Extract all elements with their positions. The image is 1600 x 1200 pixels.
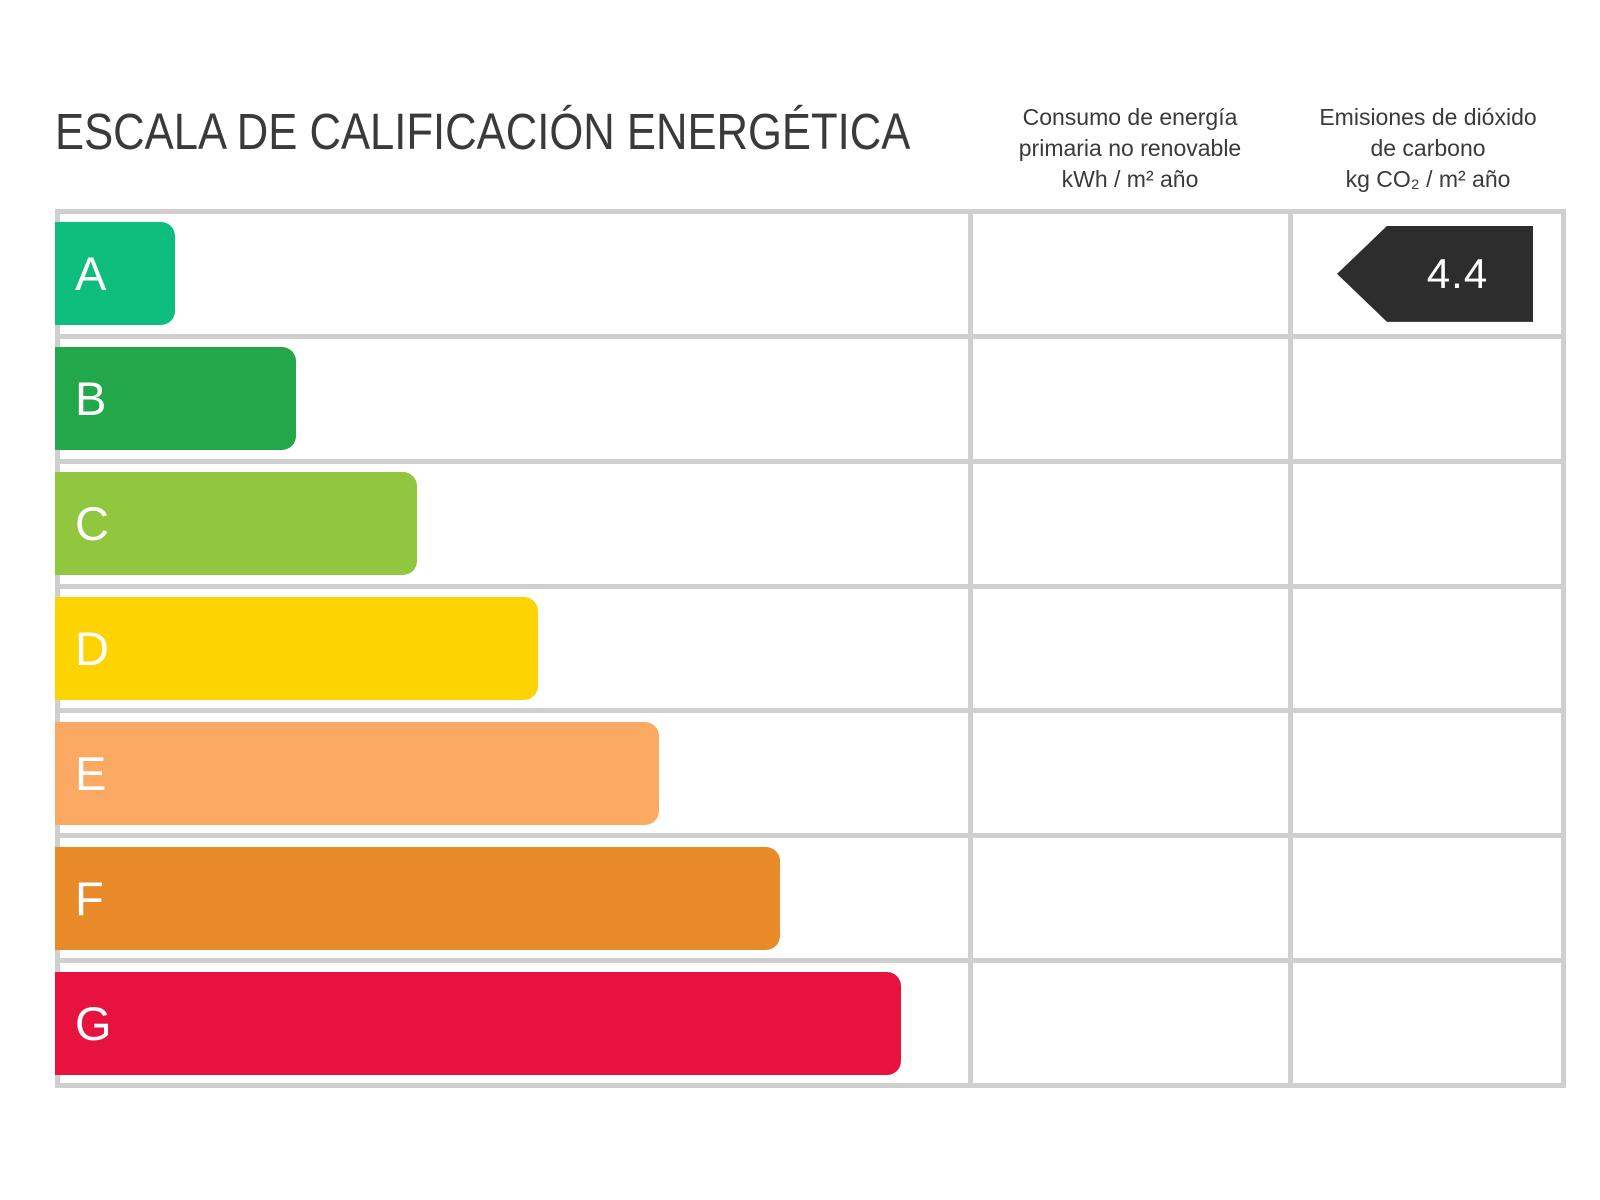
rating-letter: G	[75, 996, 112, 1050]
consumption-cell	[973, 338, 1288, 459]
consumption-cell	[973, 838, 1288, 959]
rating-bar-cell: C	[55, 463, 968, 584]
emissions-cell	[1293, 338, 1561, 459]
rating-bar: F	[55, 846, 780, 950]
rating-row-f: F	[55, 838, 1561, 959]
consumption-cell	[973, 963, 1288, 1083]
rating-bar-cell: D	[55, 588, 968, 709]
rating-row-c: C	[55, 463, 1561, 584]
consumption-cell	[973, 588, 1288, 709]
emissions-cell	[1293, 588, 1561, 709]
rating-row-g: G	[55, 963, 1561, 1083]
rating-letter: A	[75, 247, 107, 301]
column-header-emissions: Emisiones de dióxido de carbono kg CO₂ /…	[1278, 102, 1578, 195]
rating-letter: F	[75, 871, 104, 925]
consumption-cell	[973, 463, 1288, 584]
consumption-header-line: Consumo de energía	[1022, 104, 1238, 130]
rating-letter: D	[75, 621, 109, 675]
rating-letter: E	[75, 746, 107, 800]
rating-row-e: E	[55, 713, 1561, 834]
rating-bar-cell: B	[55, 338, 968, 459]
rating-letter: B	[75, 372, 107, 426]
consumption-cell	[973, 214, 1288, 334]
rating-bar-cell: F	[55, 838, 968, 959]
emissions-cell	[1293, 963, 1561, 1083]
rating-bar-cell: G	[55, 963, 968, 1083]
rating-bar: C	[55, 472, 417, 576]
emissions-cell: 4.4	[1293, 214, 1561, 334]
emissions-value: 4.4	[1426, 249, 1489, 297]
consumption-header-line: kWh / m² año	[1061, 166, 1199, 192]
emissions-value-marker: 4.4	[1337, 225, 1533, 322]
page-title: ESCALA DE CALIFICACIÓN ENERGÉTICA	[55, 103, 911, 160]
rating-row-d: D	[55, 588, 1561, 709]
rating-row-a: A 4.4	[55, 214, 1561, 334]
rating-row-b: B	[55, 338, 1561, 459]
rating-bar: G	[55, 971, 901, 1075]
rating-bar: D	[55, 596, 538, 700]
emissions-header-line: Emisiones de dióxido	[1319, 104, 1537, 130]
rating-letter: C	[75, 497, 109, 551]
emissions-header-line: kg CO₂ / m² año	[1345, 166, 1511, 192]
rating-bar-cell: E	[55, 713, 968, 834]
rating-bar: A	[55, 222, 175, 326]
emissions-cell	[1293, 838, 1561, 959]
consumption-cell	[973, 713, 1288, 834]
column-header-consumption: Consumo de energía primaria no renovable…	[958, 102, 1302, 195]
rating-table: A 4.4 B C	[55, 209, 1566, 1088]
rating-bar: B	[55, 347, 296, 451]
rating-bar: E	[55, 721, 659, 825]
rating-bar-cell: A	[55, 214, 968, 334]
consumption-header-line: primaria no renovable	[1018, 135, 1242, 161]
emissions-cell	[1293, 713, 1561, 834]
emissions-cell	[1293, 463, 1561, 584]
emissions-header-line: de carbono	[1370, 135, 1486, 161]
